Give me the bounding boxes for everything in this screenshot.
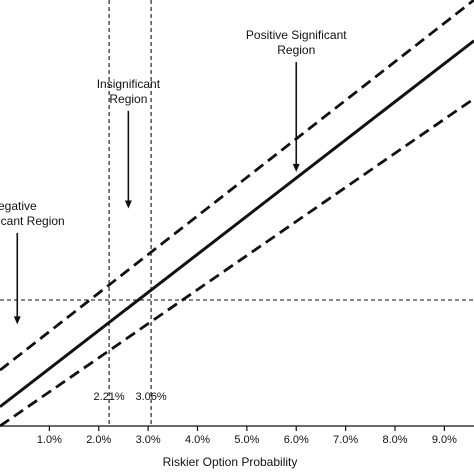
x-tick-label: 4.0% [185,434,210,446]
annotation-arrow-head [292,163,300,172]
x-tick-label: 2.0% [86,434,111,446]
region-annotation-text: Positive Significant [246,28,347,42]
estimate-line [0,39,474,408]
x-axis-title: Riskier Option Probability [163,455,298,469]
threshold-label: 3.06% [135,391,166,403]
region-annotation-text: Region [109,92,147,106]
annotation-arrow-head [13,316,21,325]
x-tick-label: 3.0% [136,434,161,446]
threshold-label: 2.21% [94,391,125,403]
lower-ci-line [0,97,474,428]
plot-area: 1.0% 2.0% 3.0% 4.0% 5.0% 6.0% 7.0% 8.0% 9.0% 2.21… [0,0,474,446]
region-annotation-text: egative [0,199,37,213]
upper-ci-line [0,0,474,372]
x-tick-label: 8.0% [382,434,407,446]
x-tick-label: 6.0% [284,434,309,446]
region-annotation-text: icant Region [0,214,65,228]
region-annotation-text: Region [277,43,315,57]
x-tick-label: 1.0% [37,434,62,446]
x-tick-label: 9.0% [432,434,457,446]
annotation-arrow-head [124,200,132,209]
x-tick-label: 7.0% [333,434,358,446]
x-tick-label: 5.0% [234,434,259,446]
region-annotation-text: Insignificant [97,77,161,91]
